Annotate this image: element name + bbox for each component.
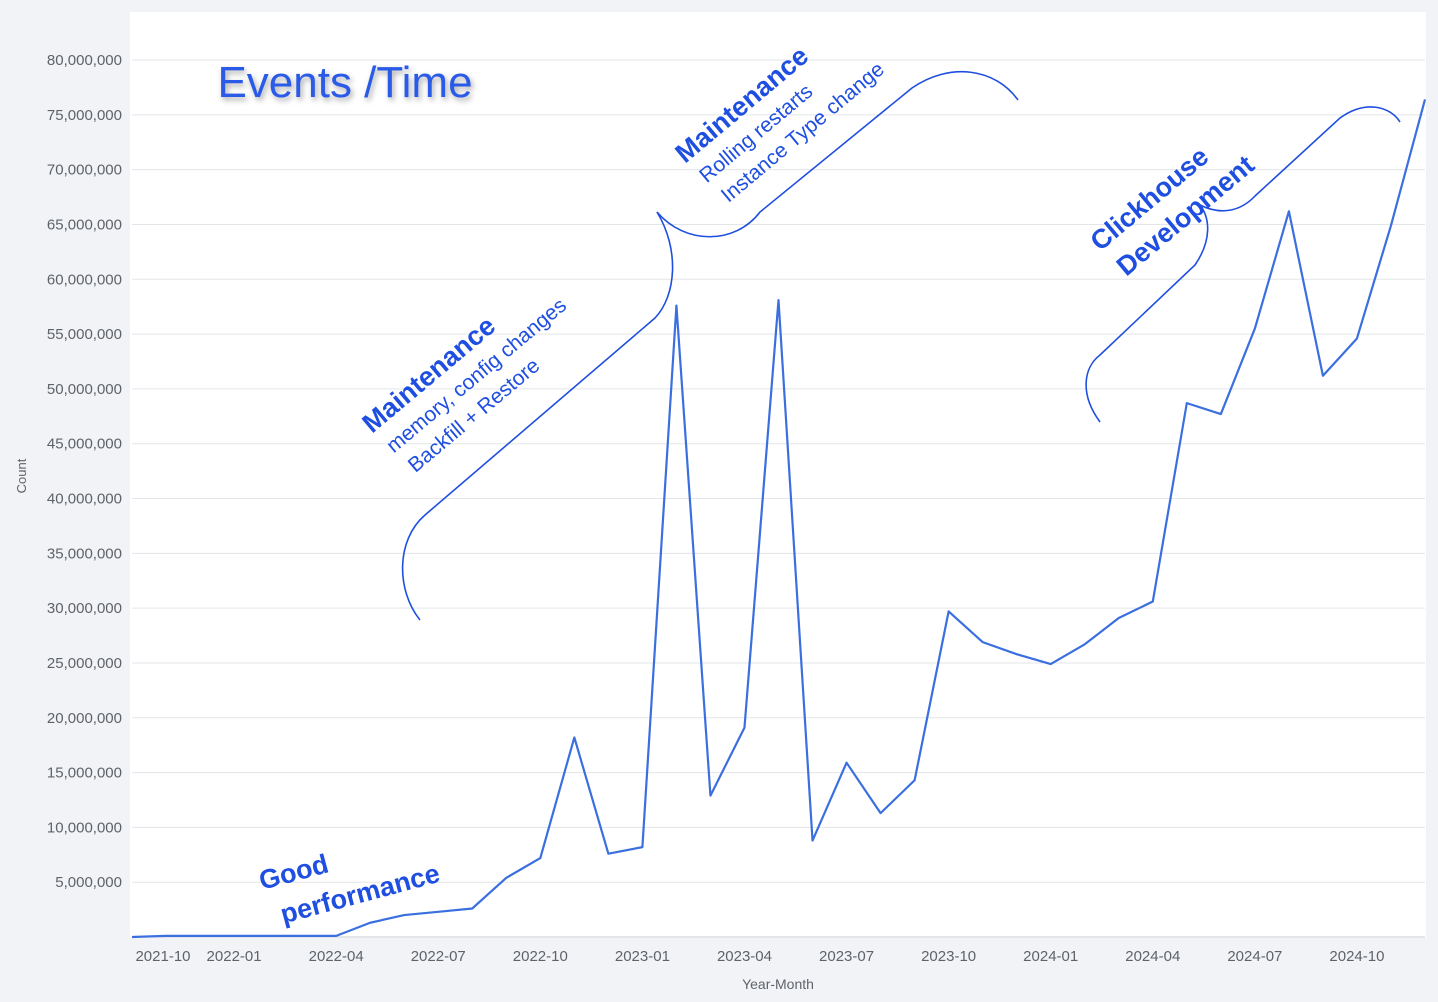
brace [656, 70, 1019, 238]
y-tick-label: 75,000,000 [47, 107, 122, 124]
braces [401, 70, 1401, 621]
y-tick-label: 65,000,000 [47, 216, 122, 233]
grid: 5,000,000 10,000,000 15,000,000 20,000,000 2… [47, 52, 1425, 965]
x-tick-label: 2023-07 [819, 948, 874, 965]
chart-title: Events /Time [217, 58, 472, 107]
x-tick-label: 2024-10 [1329, 948, 1384, 965]
x-tick-label: 2022-04 [309, 948, 364, 965]
plot [131, 99, 1427, 939]
y-tick-label: 55,000,000 [47, 326, 122, 343]
x-tick-label: 2021-10 [135, 948, 190, 965]
y-tick-label: 50,000,000 [47, 381, 122, 398]
x-tick-label: 2022-10 [513, 948, 568, 965]
y-tick-label: 5,000,000 [55, 874, 122, 891]
brace [1085, 106, 1401, 423]
x-tick-label: 2023-04 [717, 948, 772, 965]
x-tick-label: 2023-01 [615, 948, 670, 965]
x-tick-label: 2023-10 [921, 948, 976, 965]
y-tick-label: 10,000,000 [47, 819, 122, 836]
x-tick-label: 2022-07 [411, 948, 466, 965]
x-tick-label: 2024-04 [1125, 948, 1180, 965]
y-tick-label: 40,000,000 [47, 491, 122, 508]
y-tick-label: 30,000,000 [47, 600, 122, 617]
y-tick-label: 70,000,000 [47, 162, 122, 179]
y-axis-label: Count [14, 458, 29, 493]
brace [401, 211, 674, 621]
plot-area [130, 12, 1426, 938]
y-tick-label: 35,000,000 [47, 545, 122, 562]
data-line [131, 99, 1427, 939]
y-tick-label: 15,000,000 [47, 765, 122, 782]
y-tick-label: 80,000,000 [47, 52, 122, 69]
y-tick-label: 45,000,000 [47, 436, 122, 453]
x-axis-label: Year-Month [742, 976, 814, 992]
y-tick-label: 60,000,000 [47, 271, 122, 288]
x-tick-label: 2022-01 [207, 948, 262, 965]
x-tick-label: 2024-07 [1227, 948, 1282, 965]
y-tick-label: 25,000,000 [47, 655, 122, 672]
y-tick-label: 20,000,000 [47, 710, 122, 727]
x-tick-label: 2024-01 [1023, 948, 1078, 965]
